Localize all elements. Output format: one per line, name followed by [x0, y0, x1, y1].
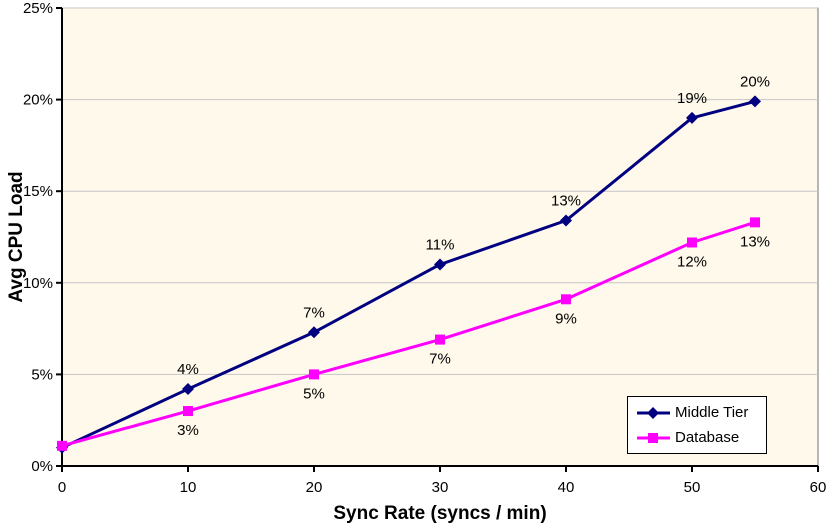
legend-sample-database-icon [637, 433, 670, 443]
x-tick-label-20: 20 [306, 479, 323, 496]
data-label-middle-tier-x10: 4% [177, 361, 199, 378]
data-label-database-x20: 5% [303, 385, 325, 402]
y-axis-title: Avg CPU Load [6, 171, 27, 303]
data-label-database-x10: 3% [177, 422, 199, 439]
y-tick-label-5: 5% [31, 366, 53, 383]
x-tick-label-10: 10 [180, 479, 197, 496]
x-tick-label-0: 0 [58, 479, 66, 496]
data-point-middle-tier-x20 [308, 326, 320, 339]
data-label-database-x55: 13% [740, 233, 770, 250]
x-tick-label-60: 60 [810, 479, 826, 496]
x-axis-title: Sync Rate (syncs / min) [333, 503, 547, 524]
data-point-database-x50 [687, 237, 697, 248]
data-label-middle-tier-x40: 13% [551, 193, 581, 210]
data-point-database-x40 [561, 294, 571, 305]
legend-item-database: Database [637, 429, 757, 446]
data-point-database-x30 [435, 334, 445, 345]
data-point-database-x0 [57, 440, 67, 451]
y-tick-label-20: 20% [23, 92, 53, 109]
y-tick-label-15: 15% [23, 183, 53, 200]
legend-item-middle-tier: Middle Tier [637, 404, 757, 421]
data-point-middle-tier-x40 [560, 214, 572, 227]
data-point-database-x55 [750, 217, 760, 228]
data-label-database-x30: 7% [429, 351, 451, 368]
legend: Middle Tier Database [627, 396, 767, 454]
x-tick-label-30: 30 [432, 479, 449, 496]
data-point-middle-tier-x55 [749, 95, 761, 108]
legend-label-middle-tier: Middle Tier [675, 404, 749, 421]
data-point-middle-tier-x10 [182, 383, 194, 396]
y-tick-label-10: 10% [23, 275, 53, 292]
legend-marker-database [648, 433, 658, 443]
data-label-middle-tier-x50: 19% [677, 90, 707, 107]
data-point-middle-tier-x30 [434, 258, 446, 271]
data-point-database-x10 [183, 406, 193, 417]
legend-label-database: Database [675, 429, 740, 446]
y-tick-label-25: 25% [23, 0, 53, 17]
data-label-middle-tier-x55: 20% [740, 73, 770, 90]
data-label-database-x40: 9% [555, 310, 577, 327]
x-tick-label-50: 50 [684, 479, 701, 496]
x-tick-label-40: 40 [558, 479, 575, 496]
data-label-middle-tier-x30: 11% [426, 236, 455, 253]
legend-sample-middle-tier-icon [637, 407, 670, 419]
y-tick-label-0: 0% [31, 458, 53, 475]
data-label-middle-tier-x20: 7% [303, 304, 325, 321]
data-point-database-x20 [309, 369, 319, 380]
legend-marker-middle-tier [647, 407, 659, 419]
data-label-database-x50: 12% [677, 253, 707, 270]
data-point-middle-tier-x50 [686, 111, 698, 124]
